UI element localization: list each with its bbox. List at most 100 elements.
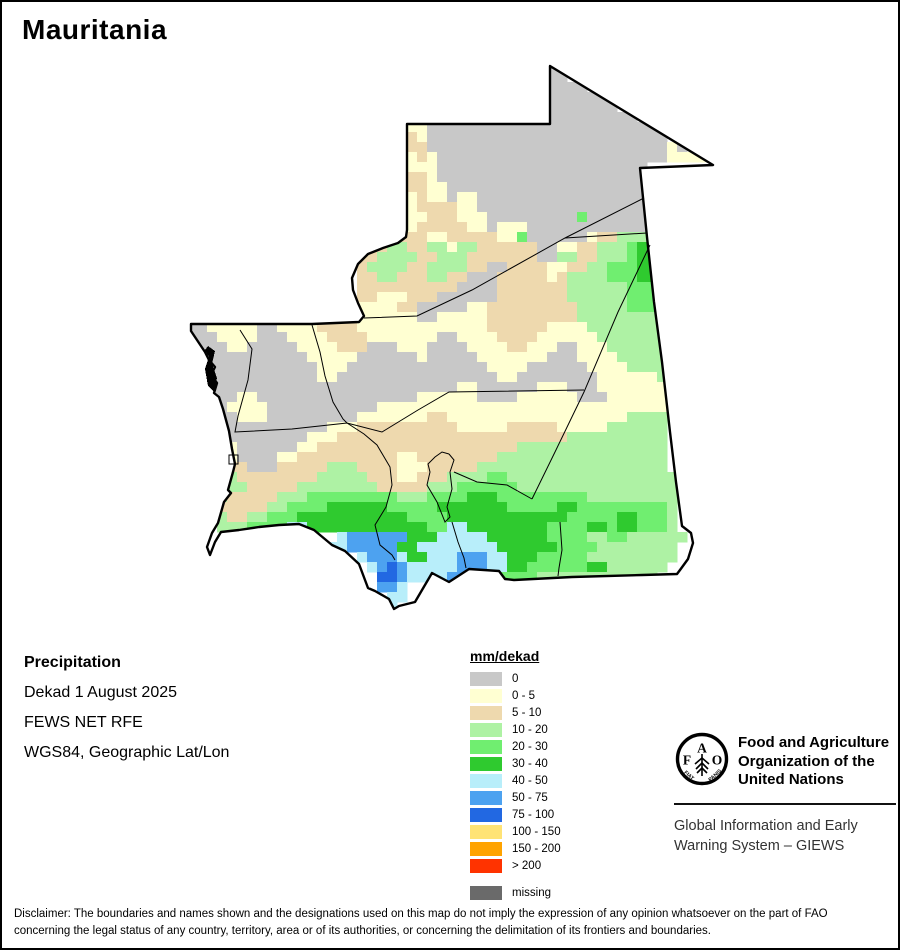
raster-cell bbox=[247, 392, 258, 403]
raster-cell bbox=[497, 202, 508, 213]
raster-cell bbox=[517, 172, 528, 183]
raster-cell bbox=[627, 372, 638, 383]
raster-cell bbox=[217, 372, 228, 383]
raster-cell bbox=[587, 102, 598, 113]
raster-cell bbox=[477, 302, 488, 313]
raster-cell bbox=[477, 352, 488, 363]
raster-cell bbox=[437, 332, 448, 343]
raster-cell bbox=[517, 372, 528, 383]
raster-cell bbox=[467, 472, 478, 483]
raster-cell bbox=[417, 532, 428, 543]
raster-cell bbox=[537, 132, 548, 143]
raster-cell bbox=[437, 522, 448, 533]
raster-cell bbox=[397, 392, 408, 403]
raster-cell bbox=[357, 432, 368, 443]
raster-cell bbox=[417, 382, 428, 393]
raster-cell bbox=[267, 512, 278, 523]
raster-cell bbox=[647, 302, 658, 313]
raster-cell bbox=[457, 132, 468, 143]
raster-cell bbox=[417, 332, 428, 343]
raster-cell bbox=[387, 242, 398, 253]
legend-label: 75 - 100 bbox=[512, 809, 555, 821]
raster-cell bbox=[517, 552, 528, 563]
legend-swatch bbox=[470, 859, 502, 873]
raster-cell bbox=[597, 542, 608, 553]
raster-cell bbox=[317, 422, 328, 433]
raster-cell bbox=[397, 352, 408, 363]
raster-cell bbox=[497, 252, 508, 263]
admin-boundary-line bbox=[531, 244, 651, 500]
raster-cell bbox=[487, 402, 498, 413]
raster-cell bbox=[557, 332, 568, 343]
raster-cell bbox=[407, 202, 418, 213]
raster-cell bbox=[217, 522, 228, 533]
raster-cell bbox=[387, 362, 398, 373]
raster-cell bbox=[227, 392, 238, 403]
raster-cell bbox=[487, 242, 498, 253]
raster-cell bbox=[217, 342, 228, 353]
raster-cell bbox=[287, 372, 298, 383]
raster-cell bbox=[517, 332, 528, 343]
raster-cell bbox=[527, 212, 538, 223]
raster-cell bbox=[347, 322, 358, 333]
raster-cell bbox=[277, 382, 288, 393]
raster-cell bbox=[637, 522, 648, 533]
raster-cell bbox=[297, 332, 308, 343]
raster-cell bbox=[527, 192, 538, 203]
raster-cell bbox=[517, 352, 528, 363]
raster-cell bbox=[237, 342, 248, 353]
raster-cell bbox=[567, 312, 578, 323]
legend-row: > 200 bbox=[470, 859, 561, 873]
raster-cell bbox=[377, 342, 388, 353]
raster-cell bbox=[417, 392, 428, 403]
raster-cell bbox=[597, 132, 608, 143]
raster-cell bbox=[307, 492, 318, 503]
raster-cell bbox=[387, 552, 398, 563]
raster-cell bbox=[457, 522, 468, 533]
raster-cell bbox=[627, 442, 638, 453]
raster-cell bbox=[587, 112, 598, 123]
raster-cell bbox=[287, 382, 298, 393]
raster-cell bbox=[607, 412, 618, 423]
raster-cell bbox=[587, 362, 598, 373]
raster-cell bbox=[357, 322, 368, 333]
raster-cell bbox=[597, 402, 608, 413]
raster-cell bbox=[327, 462, 338, 473]
raster-cell bbox=[437, 552, 448, 563]
raster-cell bbox=[507, 522, 518, 533]
raster-cell bbox=[257, 462, 268, 473]
raster-cell bbox=[607, 542, 618, 553]
raster-cell bbox=[437, 312, 448, 323]
raster-cell bbox=[617, 402, 628, 413]
raster-cell bbox=[427, 492, 438, 503]
raster-cell bbox=[427, 292, 438, 303]
raster-cell bbox=[257, 422, 268, 433]
raster-cell bbox=[467, 262, 478, 273]
raster-cell bbox=[487, 312, 498, 323]
raster-cell bbox=[347, 472, 358, 483]
raster-cell bbox=[507, 392, 518, 403]
raster-cell bbox=[597, 562, 608, 573]
raster-cell bbox=[367, 352, 378, 363]
raster-cell bbox=[577, 362, 588, 373]
raster-cell bbox=[387, 522, 398, 533]
raster-cell bbox=[527, 452, 538, 463]
raster-cell bbox=[367, 252, 378, 263]
raster-cell bbox=[617, 292, 628, 303]
raster-cell bbox=[317, 342, 328, 353]
raster-cell bbox=[457, 552, 468, 563]
raster-cell bbox=[637, 232, 648, 243]
raster-cell bbox=[577, 492, 588, 503]
raster-cell bbox=[367, 392, 378, 403]
raster-cell bbox=[567, 352, 578, 363]
raster-cell bbox=[567, 522, 578, 533]
raster-cell bbox=[407, 212, 418, 223]
raster-cell bbox=[597, 552, 608, 563]
raster-cell bbox=[657, 452, 668, 463]
raster-cell bbox=[557, 212, 568, 223]
raster-cell bbox=[617, 362, 628, 373]
raster-cell bbox=[447, 342, 458, 353]
raster-cell bbox=[617, 412, 628, 423]
raster-cell bbox=[477, 332, 488, 343]
raster-cell bbox=[277, 352, 288, 363]
